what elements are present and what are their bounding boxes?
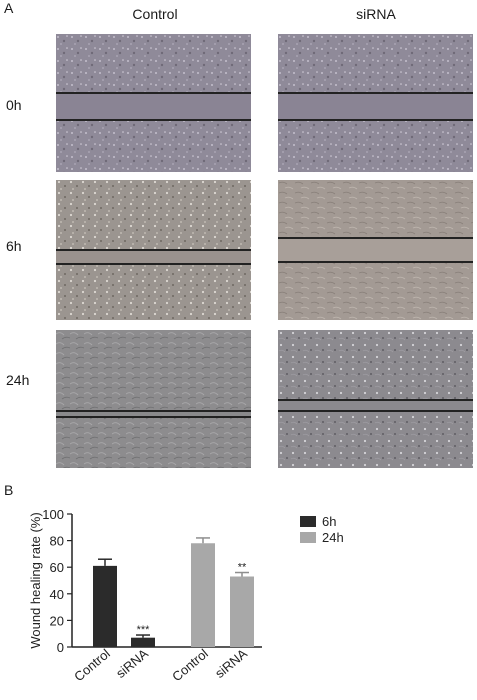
micrograph-control-24h [56,330,251,468]
significance-label: ** [238,562,247,574]
micrograph-control-0h [56,34,251,172]
bar-sirna-24h [230,576,254,647]
y-tick-label: 100 [42,507,64,522]
bar-control-6h [93,565,117,647]
significance-label: *** [137,624,151,636]
micrograph-sirna-24h [278,330,473,468]
y-tick-label: 60 [50,560,64,575]
legend-swatch-24h [300,532,316,543]
y-tick-label: 40 [50,587,64,602]
y-tick-label: 20 [50,613,64,628]
y-axis-label: Wound healing rate (%) [28,512,43,648]
row-label-0h: 0h [6,97,22,113]
x-tick-label: siRNA [212,646,250,681]
x-tick-label: siRNA [113,646,151,681]
bar-control-24h [191,543,215,647]
panel-b-label: B [4,482,14,498]
x-tick-label: Control [169,646,211,685]
legend-swatch-6h [300,516,316,527]
column-header-control: Control [132,6,178,22]
legend-label-6h: 6h [322,514,336,529]
bar-sirna-6h [131,637,155,647]
column-header-sirna: siRNA [356,6,396,22]
legend-label-24h: 24h [322,530,344,545]
y-tick-label: 0 [57,640,64,655]
micrograph-control-6h [56,180,251,320]
row-label-6h: 6h [6,238,22,254]
x-tick-label: Control [71,646,113,685]
micrograph-sirna-0h [278,34,473,172]
panel-a-label: A [4,0,14,16]
y-tick-label: 80 [50,534,64,549]
row-label-24h: 24h [6,372,30,388]
micrograph-sirna-6h [278,180,473,320]
